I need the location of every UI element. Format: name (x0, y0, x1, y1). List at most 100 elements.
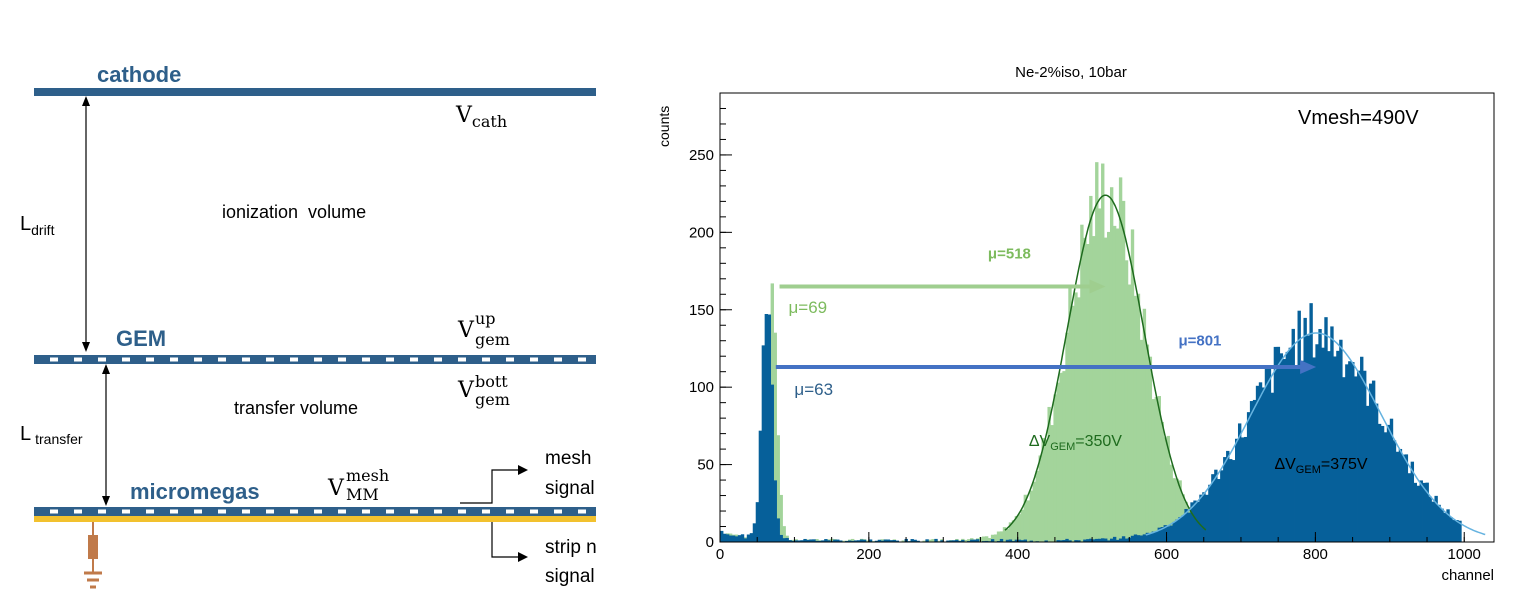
histogram-bin (761, 345, 766, 542)
histogram-bin (1074, 540, 1078, 542)
histogram-bin (967, 540, 971, 542)
histogram-bin (773, 480, 777, 542)
histogram-bin (785, 537, 789, 542)
svg-text:gem: gem (475, 330, 510, 349)
plot-frame: 0 200 400 600 800 1000 0 50 100 150 200 250 (689, 92, 1495, 563)
histogram-bin (1199, 494, 1203, 542)
histogram-bin (779, 494, 783, 542)
histogram-bin (1068, 540, 1072, 542)
histogram-bin (1008, 522, 1013, 542)
histogram-bin (1413, 482, 1417, 542)
histogram-bin (883, 539, 888, 542)
histogram-bin (1294, 367, 1298, 542)
histogram-bin (1232, 460, 1236, 542)
histogram-bin (1345, 364, 1349, 542)
histogram-bin (821, 540, 825, 542)
histogram-bin (818, 540, 822, 542)
histogram-bin (848, 540, 852, 542)
histogram-bin (1443, 512, 1447, 542)
histogram-bin (1392, 440, 1397, 542)
histogram-bin (773, 332, 777, 542)
histogram-bin (1187, 512, 1191, 542)
histogram-bin (1297, 310, 1301, 542)
y-axis-label: counts (656, 106, 672, 147)
histogram-bin (1172, 521, 1176, 542)
histogram-bin (749, 533, 754, 542)
histogram-bin (973, 539, 977, 542)
histogram-bin (1330, 326, 1334, 542)
histogram-bin (1404, 454, 1409, 542)
ground-resistor-icon (84, 522, 102, 589)
histogram-bin (1455, 520, 1459, 542)
histogram-bin (1407, 473, 1412, 542)
histogram-bin (880, 540, 885, 542)
histogram-bin (1303, 317, 1307, 542)
histogram-series-2 (720, 303, 1462, 542)
histogram-bin (1109, 538, 1114, 542)
shift-arrow-1 (779, 279, 1106, 294)
histogram-bin (1172, 478, 1176, 542)
histogram-bin (1333, 356, 1337, 542)
histogram-bin (794, 540, 798, 542)
histogram-bin (755, 502, 760, 542)
histogram-bin (1205, 494, 1209, 542)
histogram-bin (1336, 350, 1340, 542)
histogram-bin (922, 540, 926, 542)
x-tick-label: 0 (716, 546, 724, 563)
plot-area: μ=518 μ=69 μ=801 μ=63 ΔVGEM=350V ΔVGEM=375V 0 2… (689, 92, 1495, 563)
histogram-bin (1086, 244, 1090, 542)
histogram-bin (1246, 412, 1251, 542)
histogram-bin (925, 539, 929, 542)
histogram-bin (1267, 368, 1272, 542)
histogram-bin (1109, 187, 1114, 542)
histogram-bin (1208, 484, 1212, 542)
histogram-bin (1288, 347, 1292, 542)
histogram-bin (720, 530, 724, 542)
histogram-bin (1041, 438, 1045, 542)
cathode-electrode (34, 88, 596, 96)
histogram-bin (791, 540, 795, 542)
svg-text:V: V (457, 378, 475, 403)
histogram-bin (731, 535, 736, 542)
histogram-bin (892, 540, 897, 542)
histogram-bin (725, 534, 730, 542)
histogram-bin (981, 536, 986, 542)
histogram-bin (1181, 515, 1185, 542)
histogram-bin (1416, 485, 1420, 542)
y-tick-label: 50 (697, 457, 714, 474)
histogram-chart: Ne-2%iso, 10bar counts channel μ=518 μ=69… (656, 64, 1495, 584)
histogram-bin (1023, 494, 1028, 542)
histogram-bin (1312, 357, 1316, 542)
histogram-bin (889, 540, 894, 542)
gem-label: GEM (116, 326, 166, 351)
y-tick-label: 250 (689, 147, 714, 164)
histogram-bin (1154, 531, 1159, 542)
histogram-bin (1148, 356, 1153, 542)
histogram-bin (949, 540, 953, 542)
histogram-bin (1026, 500, 1030, 542)
histogram-bin (1133, 534, 1138, 542)
delta-v-label-gem350: ΔVGEM=350V (1029, 433, 1122, 453)
histogram-bin (1136, 293, 1141, 542)
histogram-bin (928, 539, 932, 542)
histogram-bin (1449, 517, 1453, 542)
histogram-bin (1285, 351, 1289, 542)
delta-v-label-gem375: ΔVGEM=375V (1274, 456, 1367, 476)
gem-electrode (34, 355, 596, 364)
histogram-bin (1300, 360, 1304, 542)
histogram-bin (1175, 519, 1179, 542)
histogram-bin (1083, 539, 1087, 542)
histogram-bin (1279, 353, 1284, 542)
histogram-bin (1395, 451, 1400, 542)
histogram-bin (1371, 380, 1376, 542)
histogram-bin (1220, 470, 1224, 542)
histogram-bin (1053, 394, 1057, 542)
histogram-bin (1410, 461, 1415, 542)
histogram-bin (1434, 495, 1438, 542)
vmesh-annotation: Vmesh=490V (1298, 107, 1419, 129)
histogram-bin (1309, 303, 1313, 542)
histogram-bin (853, 540, 858, 542)
drift-length-arrow (82, 96, 90, 352)
histogram-bin (886, 539, 891, 542)
